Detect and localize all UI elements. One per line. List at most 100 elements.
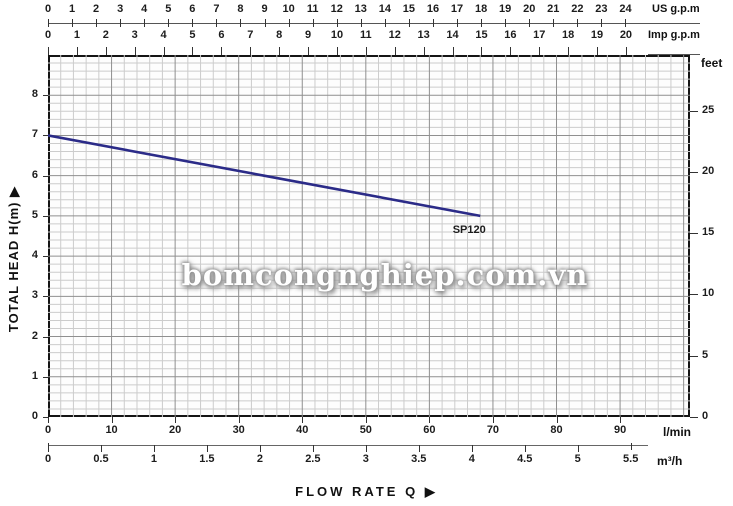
imp-gpm-tick: [192, 47, 194, 55]
us-gpm-tick-label: 13: [354, 3, 367, 15]
us-gpm-tick: [577, 19, 579, 27]
imp-gpm-tick-label: 16: [504, 29, 517, 41]
us-gpm-tick: [553, 19, 555, 27]
us-gpm-tick-label: 20: [523, 3, 536, 15]
head-m-tick-label: 4: [31, 249, 38, 262]
us-gpm-tick: [601, 19, 603, 27]
head-m-tick-label: 3: [31, 289, 38, 302]
lmin-tick: [238, 417, 240, 423]
feet-tick-label: 0: [702, 410, 709, 422]
m3h-tick: [312, 445, 314, 452]
imp-gpm-tick-label: 18: [562, 29, 575, 41]
imp-gpm-tick: [481, 47, 483, 55]
m3h-tick: [577, 445, 579, 452]
imp-gpm-tick-label: 2: [102, 29, 109, 41]
pump-curve-sp120: [48, 134, 481, 218]
m3h-tick: [48, 443, 49, 452]
us-gpm-tick-label: 3: [117, 3, 124, 15]
imp-gpm-tick-label: 14: [446, 29, 459, 41]
us-gpm-tick: [529, 19, 531, 27]
us-gpm-tick: [264, 19, 266, 27]
x-axis-title-text: FLOW RATE Q: [295, 484, 419, 499]
feet-tick: [690, 171, 698, 173]
us-gpm-tick: [216, 19, 218, 27]
lmin-tick: [429, 417, 431, 423]
imp-gpm-tick: [279, 47, 281, 55]
right-arrow-icon: ▶: [424, 484, 438, 499]
m3h-tick: [418, 445, 420, 452]
feet-tick-label: 25: [702, 103, 715, 116]
head-m-tick: [43, 215, 48, 217]
lmin-tick-label: 40: [296, 424, 309, 436]
imp-gpm-tick: [452, 47, 454, 55]
imp-gpm-tick-label: 6: [218, 29, 225, 41]
us-gpm-tick-label: 14: [378, 3, 391, 15]
imp-gpm-tick: [221, 47, 223, 55]
head-m-tick: [43, 336, 48, 338]
feet-tick-label: 10: [702, 287, 715, 300]
us-gpm-tick-label: 7: [213, 3, 220, 15]
us-gpm-tick: [336, 19, 338, 27]
x-axis-title: FLOW RATE Q ▶: [0, 484, 733, 500]
lmin-tick-label: 80: [550, 424, 563, 436]
us-gpm-tick-label: 19: [499, 3, 512, 15]
us-gpm-tick: [120, 19, 122, 27]
us-gpm-tick: [384, 19, 386, 27]
us-gpm-tick: [168, 19, 170, 27]
imp-gpm-tick-label: 13: [417, 29, 430, 41]
us-gpm-tick-label: 5: [165, 3, 172, 15]
head-m-tick-label: 7: [31, 128, 38, 141]
us-gpm-tick: [48, 19, 49, 27]
feet-tick-label: 5: [702, 348, 709, 361]
us-gpm-tick-label: 24: [619, 3, 632, 15]
m3h-ruler-line: [48, 445, 648, 446]
m3h-tick-label: 2.5: [305, 453, 321, 465]
us-gpm-tick-label: 18: [474, 3, 488, 15]
m3h-tick: [365, 445, 367, 452]
us-gpm-tick-label: 23: [595, 3, 608, 15]
imp-gpm-tick: [250, 47, 252, 55]
imp-gpm-tick-label: 20: [619, 29, 633, 41]
lmin-tick-label: 60: [423, 424, 436, 436]
m3h-unit-label: m³/h: [657, 454, 683, 468]
head-m-tick-label: 1: [31, 369, 38, 382]
imp-gpm-tick-label: 17: [533, 29, 546, 41]
feet-tick: [690, 355, 698, 357]
us-gpm-tick: [96, 19, 98, 27]
m3h-tick-label: 3.5: [411, 453, 427, 465]
lmin-tick: [492, 417, 494, 423]
imp-gpm-tick: [163, 47, 165, 55]
m3h-tick-label: 0: [44, 453, 52, 465]
m3h-tick-label: 0.5: [93, 453, 109, 465]
us-gpm-tick: [240, 19, 242, 27]
head-m-tick: [43, 417, 48, 418]
imp-gpm-tick-label: 10: [330, 29, 344, 41]
lmin-tick-label: 50: [359, 424, 372, 436]
head-m-tick-label: 2: [31, 329, 38, 342]
m3h-tick-label: 3: [362, 453, 369, 465]
imp-gpm-tick-label: 15: [475, 29, 488, 41]
us-gpm-tick: [72, 19, 74, 27]
us-gpm-tick: [192, 19, 194, 27]
head-m-tick-label: 5: [31, 208, 38, 221]
imp-gpm-tick: [76, 47, 78, 55]
us-gpm-tick-label: 16: [426, 3, 440, 15]
imp-gpm-tick-label: 19: [590, 29, 604, 41]
m3h-tick: [630, 443, 632, 450]
us-gpm-tick-label: 9: [261, 3, 268, 15]
imp-gpm-tick-label: 0: [44, 29, 52, 41]
m3h-tick: [471, 445, 473, 452]
lmin-tick-label: 10: [105, 424, 118, 436]
lmin-tick: [302, 417, 304, 423]
imp-gpm-tick: [510, 47, 512, 55]
feet-tick: [690, 294, 698, 296]
us-gpm-tick: [505, 19, 507, 27]
imp-gpm-tick: [423, 47, 425, 55]
us-gpm-tick: [312, 19, 314, 27]
imp-gpm-tick-label: 12: [388, 29, 401, 41]
imp-gpm-tick: [625, 47, 627, 55]
m3h-tick-label: 1: [150, 453, 157, 465]
us-gpm-tick-label: 22: [571, 3, 584, 15]
head-m-tick: [43, 175, 48, 177]
